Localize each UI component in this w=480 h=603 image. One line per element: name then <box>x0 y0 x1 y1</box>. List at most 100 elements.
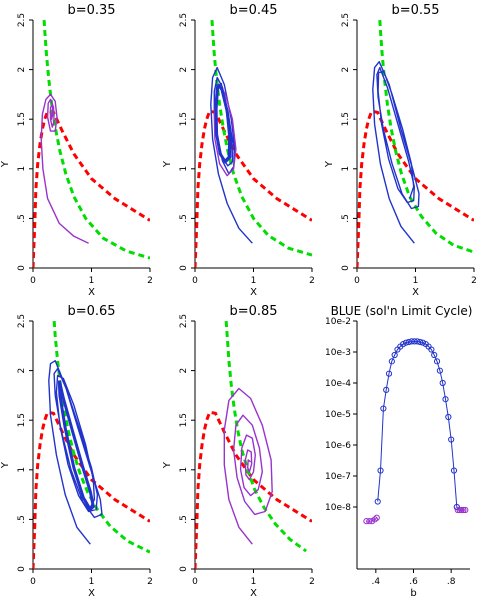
x-axis-label: b <box>410 588 416 599</box>
data-point <box>383 386 390 393</box>
panel-title: b=0.35 <box>67 3 115 18</box>
x-tick-label: .4 <box>372 577 381 587</box>
nullcline-line <box>42 18 150 260</box>
data-point <box>371 516 378 523</box>
y-axis-label: Y <box>162 160 173 168</box>
data-point <box>414 338 421 345</box>
y-axis-label: Y <box>162 461 173 469</box>
y-tick-label: 10e-8 <box>325 503 351 513</box>
y-tick-label: 10e-3 <box>325 348 351 358</box>
panel-title: b=0.45 <box>229 3 277 18</box>
y-tick-label: 10e-6 <box>325 441 351 451</box>
plot-area <box>33 319 150 569</box>
y-tick-label: 1 <box>179 467 189 473</box>
x-tick-label: 1 <box>413 276 419 286</box>
x-tick-label: 1 <box>89 577 95 587</box>
plot-area <box>195 18 312 268</box>
y-tick-label: 0 <box>179 566 189 572</box>
x-tick-label: 2 <box>147 577 153 587</box>
panel-4: b=0.65 0 1 2 X 0 .5 1 1.5 2 2.5 Y <box>0 304 153 599</box>
trajectory-line <box>57 380 95 511</box>
data-point <box>439 379 446 387</box>
plot-area <box>357 18 474 268</box>
y-axis-label: Y <box>0 461 11 469</box>
y-tick-label: .5 <box>179 214 189 223</box>
y-axis-label: Y <box>0 160 11 168</box>
data-point <box>448 436 455 443</box>
data-point <box>442 396 449 403</box>
data-point <box>391 351 398 359</box>
x-tick-label: 0 <box>30 577 36 587</box>
data-point <box>460 506 467 514</box>
panel-title: BLUE (sol'n Limit Cycle) <box>331 304 473 318</box>
plot-area <box>363 338 469 525</box>
y-tick-label: 1.5 <box>341 112 351 126</box>
y-tick-label: .5 <box>17 214 27 223</box>
x-tick-label: .6 <box>409 577 418 587</box>
panel-5: b=0.85 0 1 2 X 0 .5 1 1.5 2 2.5 Y <box>162 304 315 599</box>
x-tick-label: 2 <box>147 276 153 286</box>
y-tick-label: 2 <box>341 67 351 73</box>
y-tick-label: 0 <box>341 265 351 271</box>
y-tick-label: 2 <box>17 67 27 73</box>
data-point <box>388 358 395 365</box>
data-point <box>462 506 469 514</box>
plot-area <box>33 18 150 268</box>
nullcline-line <box>52 319 150 554</box>
series-line <box>377 340 458 508</box>
y-tick-label: .5 <box>341 214 351 223</box>
y-tick-label: 2 <box>179 368 189 374</box>
x-tick-label: 1 <box>251 577 257 587</box>
data-point <box>428 346 435 353</box>
nullcline-line <box>33 410 150 569</box>
y-tick-label: 0 <box>17 265 27 271</box>
x-axis-label: X <box>250 287 257 298</box>
y-tick-label: 1.5 <box>179 112 189 126</box>
data-point <box>373 514 380 521</box>
x-tick-label: 0 <box>30 276 36 286</box>
y-tick-label: 2.5 <box>179 314 189 328</box>
y-tick-label: .5 <box>17 515 27 524</box>
panel-3: b=0.55 0 1 2 X 0 .5 1 1.5 2 2.5 Y <box>324 3 477 298</box>
data-point <box>380 405 387 412</box>
data-point <box>402 339 410 346</box>
nullcline-line <box>195 410 312 569</box>
data-point <box>431 351 438 359</box>
data-point <box>366 518 373 525</box>
x-axis-label: X <box>88 287 95 298</box>
x-tick-label: 2 <box>309 276 315 286</box>
nullcline-line <box>33 109 150 268</box>
x-tick-label: 2 <box>471 276 477 286</box>
trajectory-line <box>223 387 273 545</box>
x-tick-label: 1 <box>251 276 257 286</box>
nullcline-line <box>224 319 307 553</box>
y-tick-label: 1.5 <box>17 112 27 126</box>
data-point <box>445 413 452 421</box>
nullcline-line <box>195 109 312 268</box>
data-point <box>450 467 458 474</box>
x-tick-label: 2 <box>309 577 315 587</box>
y-tick-label: 0 <box>179 265 189 271</box>
x-axis-label: X <box>250 588 257 599</box>
y-tick-label: 10e-7 <box>325 472 351 482</box>
data-point <box>405 338 412 346</box>
panel-title: b=0.65 <box>67 304 115 319</box>
nullcline-line <box>210 18 312 257</box>
trajectory-line <box>372 61 420 244</box>
y-tick-label: 2 <box>179 67 189 73</box>
panel-title: b=0.55 <box>391 3 439 18</box>
panel-title: b=0.85 <box>229 304 277 319</box>
y-tick-label: 1 <box>341 166 351 172</box>
data-point <box>436 367 443 374</box>
panel-6: BLUE (sol'n Limit Cycle) .4 .6 .8 b 10e-8 10e-… <box>325 304 472 599</box>
data-point <box>411 338 418 345</box>
data-point <box>377 467 384 474</box>
y-tick-label: 10e-4 <box>325 379 351 389</box>
data-point <box>374 498 381 505</box>
y-tick-label: 2.5 <box>179 13 189 27</box>
y-tick-label: 1.5 <box>17 413 27 427</box>
nullcline-line <box>357 109 474 268</box>
y-tick-label: 10e-5 <box>325 410 351 420</box>
plot-area <box>195 319 312 569</box>
